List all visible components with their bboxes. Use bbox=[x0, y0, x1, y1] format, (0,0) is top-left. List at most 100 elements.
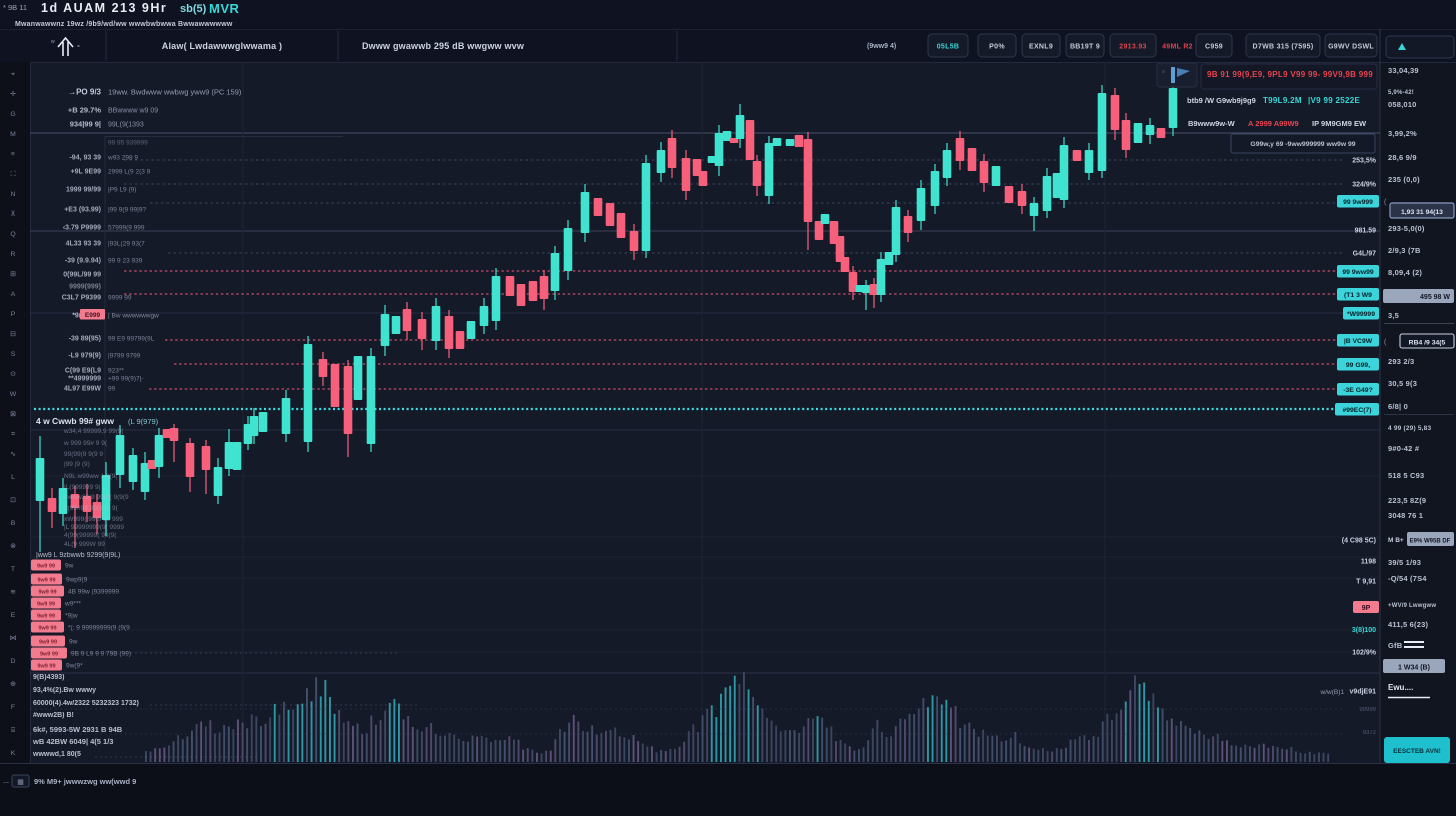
svg-text:|9799 9799: |9799 9799 bbox=[108, 353, 141, 360]
svg-text:9w9 99: 9w9 99 bbox=[38, 590, 56, 596]
svg-text:57999(9 999: 57999(9 999 bbox=[108, 225, 145, 232]
svg-text:9P: 9P bbox=[1362, 605, 1371, 612]
svg-text:⊞: ⊞ bbox=[10, 271, 16, 278]
svg-text:RB4 /9 34(5: RB4 /9 34(5 bbox=[1409, 340, 1446, 347]
svg-text:8,09,4 (2): 8,09,4 (2) bbox=[1388, 268, 1422, 277]
svg-text:058,010: 058,010 bbox=[1388, 100, 1417, 109]
svg-text:495 98 W: 495 98 W bbox=[1420, 294, 1450, 301]
svg-text:v9djE91: v9djE91 bbox=[1350, 689, 1377, 696]
svg-text:M: M bbox=[10, 131, 16, 138]
svg-text:MVR: MVR bbox=[209, 1, 240, 16]
svg-text:+E3 (93.99): +E3 (93.99) bbox=[64, 207, 101, 214]
svg-text:w34,4 99999,9 99(9(: w34,4 99999,9 99(9( bbox=[63, 428, 124, 435]
svg-text:—: — bbox=[3, 780, 9, 786]
svg-text:2999 L(9 2(3 9: 2999 L(9 2(3 9 bbox=[108, 169, 151, 176]
svg-text:235 (0,0): 235 (0,0) bbox=[1388, 175, 1420, 184]
svg-text:K: K bbox=[11, 750, 16, 757]
svg-text:102/9%: 102/9% bbox=[1352, 650, 1377, 657]
svg-text:D: D bbox=[11, 658, 16, 665]
svg-text:9(99#99 99(9 9( 9(: 9(99#99 99(9 9( 9( bbox=[64, 505, 119, 512]
svg-text:|93L(29 93(7: |93L(29 93(7 bbox=[108, 241, 145, 248]
svg-text:▦: ▦ bbox=[17, 779, 24, 786]
svg-text:w9***: w9*** bbox=[64, 601, 81, 608]
svg-text:|L(999999 9|: |L(999999 9| bbox=[64, 484, 101, 491]
svg-text:#99EC(7): #99EC(7) bbox=[1342, 407, 1371, 414]
svg-text:|L 99999999(9( 9999: |L 99999999(9( 9999 bbox=[64, 524, 124, 531]
svg-text:9999(999): 9999(999) bbox=[69, 284, 101, 291]
svg-text:9w9 99: 9w9 99 bbox=[37, 602, 55, 608]
svg-text:⌖: ⌖ bbox=[11, 71, 15, 78]
svg-text:(T1 3 W9: (T1 3 W9 bbox=[1344, 292, 1372, 299]
svg-text:(4 C98 5C): (4 C98 5C) bbox=[1342, 538, 1376, 545]
svg-text:99 95 939999: 99 95 939999 bbox=[108, 140, 148, 147]
svg-text:28,6 9/9: 28,6 9/9 bbox=[1388, 153, 1417, 162]
svg-text:F: F bbox=[11, 704, 15, 711]
svg-text:4B 99w (9399999: 4B 99w (9399999 bbox=[68, 589, 119, 596]
svg-text:1198: 1198 bbox=[1361, 559, 1376, 566]
svg-text:1,93 31 94(13: 1,93 31 94(13 bbox=[1401, 209, 1443, 216]
svg-text:9w9 99: 9w9 99 bbox=[40, 652, 58, 658]
svg-text:-39 (9.9.94): -39 (9.9.94) bbox=[65, 258, 101, 265]
svg-text:3048 76 1: 3048 76 1 bbox=[1388, 511, 1423, 520]
svg-text:⊼: ⊼ bbox=[11, 210, 16, 218]
svg-text:M B+: M B+ bbox=[1388, 537, 1404, 544]
svg-text:P0%: P0% bbox=[989, 44, 1005, 51]
svg-text:→PO 9/3: →PO 9/3 bbox=[68, 88, 101, 97]
svg-text:⌗: ⌗ bbox=[11, 431, 15, 438]
svg-text:xW999( 99(9 99 999: xW999( 99(9 99 999 bbox=[64, 516, 123, 523]
svg-text:1 W34 (B): 1 W34 (B) bbox=[1398, 665, 1430, 672]
svg-text:⊠: ⊠ bbox=[10, 411, 16, 418]
svg-text:3(8)100: 3(8)100 bbox=[1352, 627, 1376, 634]
svg-text:w: w bbox=[51, 39, 55, 45]
svg-text:⌸: ⌸ bbox=[11, 727, 15, 734]
svg-text:2/9,3 (7B: 2/9,3 (7B bbox=[1388, 246, 1421, 255]
svg-text:sb(5): sb(5) bbox=[180, 3, 207, 15]
svg-text:99 9w999: 99 9w999 bbox=[1343, 199, 1373, 206]
svg-text:60000(4).4w/2322 5232323 1732): 60000(4).4w/2322 5232323 1732) bbox=[33, 700, 139, 707]
svg-text:| Bw wwwwwwgw: | Bw wwwwwwgw bbox=[108, 313, 159, 320]
svg-text:≋: ≋ bbox=[10, 589, 16, 596]
svg-text:9w9 99: 9w9 99 bbox=[38, 626, 56, 632]
svg-text:4L(9 999W 99: 4L(9 999W 99 bbox=[64, 541, 105, 548]
svg-text:w93 298 9: w93 298 9 bbox=[107, 155, 138, 162]
svg-text:981.59: 981.59 bbox=[1355, 228, 1377, 235]
svg-text:|B VC9W: |B VC9W bbox=[1344, 338, 1373, 345]
svg-text:4 w Cwwb 99# gww: 4 w Cwwb 99# gww bbox=[36, 416, 114, 426]
svg-text:4L33 93 39: 4L33 93 39 bbox=[66, 241, 102, 248]
svg-text:9372: 9372 bbox=[1363, 730, 1377, 736]
svg-text:*W99999: *W99999 bbox=[1347, 311, 1375, 318]
svg-text:9w9 99: 9w9 99 bbox=[37, 578, 55, 584]
svg-text:-3E G49?: -3E G49? bbox=[1343, 387, 1372, 394]
svg-text:⊟: ⊟ bbox=[10, 331, 16, 338]
svg-text:✛: ✛ bbox=[10, 90, 16, 98]
svg-text:4 99 (29) 5,83: 4 99 (29) 5,83 bbox=[1388, 425, 1431, 432]
svg-text:G4L/97: G4L/97 bbox=[1353, 251, 1376, 258]
svg-text:G: G bbox=[10, 111, 15, 118]
svg-text:≡: ≡ bbox=[11, 151, 15, 158]
svg-text:‹3.79 P9999: ‹3.79 P9999 bbox=[63, 225, 101, 232]
svg-text:+WV/9 Lwwgww: +WV/9 Lwwgww bbox=[1388, 603, 1436, 609]
svg-text:Q: Q bbox=[10, 231, 15, 238]
svg-text:A: A bbox=[11, 291, 16, 298]
svg-text:-39 89(95): -39 89(95) bbox=[69, 336, 101, 343]
svg-text:T99L9.2M: T99L9.2M bbox=[1263, 96, 1302, 105]
svg-text:99: 99 bbox=[108, 386, 116, 393]
svg-text:* 9B 11: * 9B 11 bbox=[3, 3, 27, 12]
svg-text:3,5: 3,5 bbox=[1388, 311, 1399, 320]
svg-text:BB19T 9: BB19T 9 bbox=[1070, 44, 1100, 51]
svg-text:(: ( bbox=[1384, 199, 1387, 206]
svg-text:EXNL9: EXNL9 bbox=[1029, 44, 1053, 51]
svg-text:R: R bbox=[11, 251, 16, 258]
svg-text:93,4%(2).Bw wwwy: 93,4%(2).Bw wwwy bbox=[33, 687, 96, 694]
svg-text:253,5%: 253,5% bbox=[1352, 158, 1377, 165]
svg-text:39/5 1/93: 39/5 1/93 bbox=[1388, 558, 1421, 567]
svg-text:9#0-42 #: 9#0-42 # bbox=[1388, 444, 1420, 453]
svg-text:9w: 9w bbox=[65, 563, 74, 570]
svg-text:S: S bbox=[11, 351, 16, 358]
svg-text:+B 29.7%: +B 29.7% bbox=[68, 106, 101, 115]
svg-text:⊙: ⊙ bbox=[10, 371, 16, 378]
svg-text:5,9%-42!: 5,9%-42! bbox=[1388, 90, 1414, 96]
svg-text:EESCTEB AVN!: EESCTEB AVN! bbox=[1393, 748, 1441, 755]
svg-text:T: T bbox=[11, 566, 15, 573]
svg-text:-L9 979(9): -L9 979(9) bbox=[68, 353, 101, 360]
